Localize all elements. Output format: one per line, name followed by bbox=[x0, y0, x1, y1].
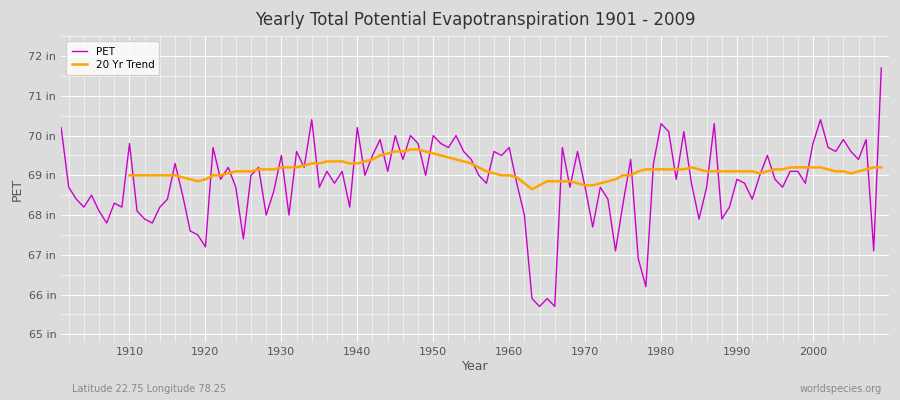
PET bbox=[496, 153, 507, 158]
Line: PET: PET bbox=[61, 68, 881, 306]
X-axis label: Year: Year bbox=[462, 360, 489, 373]
PET bbox=[329, 181, 340, 186]
Line: 20 Yr Trend: 20 Yr Trend bbox=[130, 150, 881, 189]
Title: Yearly Total Potential Evapotranspiration 1901 - 2009: Yearly Total Potential Evapotranspiratio… bbox=[255, 11, 696, 29]
20 Yr Trend bbox=[519, 181, 530, 186]
20 Yr Trend bbox=[588, 183, 598, 188]
Text: worldspecies.org: worldspecies.org bbox=[800, 384, 882, 394]
Text: Latitude 22.75 Longitude 78.25: Latitude 22.75 Longitude 78.25 bbox=[72, 384, 226, 394]
PET bbox=[504, 145, 515, 150]
PET bbox=[602, 197, 613, 202]
20 Yr Trend bbox=[268, 167, 279, 172]
PET bbox=[284, 213, 294, 218]
20 Yr Trend bbox=[299, 163, 310, 168]
Y-axis label: PET: PET bbox=[11, 178, 24, 201]
20 Yr Trend bbox=[853, 169, 864, 174]
PET bbox=[535, 304, 545, 309]
PET bbox=[116, 205, 127, 210]
PET bbox=[56, 125, 67, 130]
PET bbox=[876, 66, 886, 70]
20 Yr Trend bbox=[526, 187, 537, 192]
Legend: PET, 20 Yr Trend: PET, 20 Yr Trend bbox=[67, 42, 159, 75]
20 Yr Trend bbox=[124, 173, 135, 178]
20 Yr Trend bbox=[405, 147, 416, 152]
20 Yr Trend bbox=[876, 165, 886, 170]
20 Yr Trend bbox=[831, 169, 842, 174]
